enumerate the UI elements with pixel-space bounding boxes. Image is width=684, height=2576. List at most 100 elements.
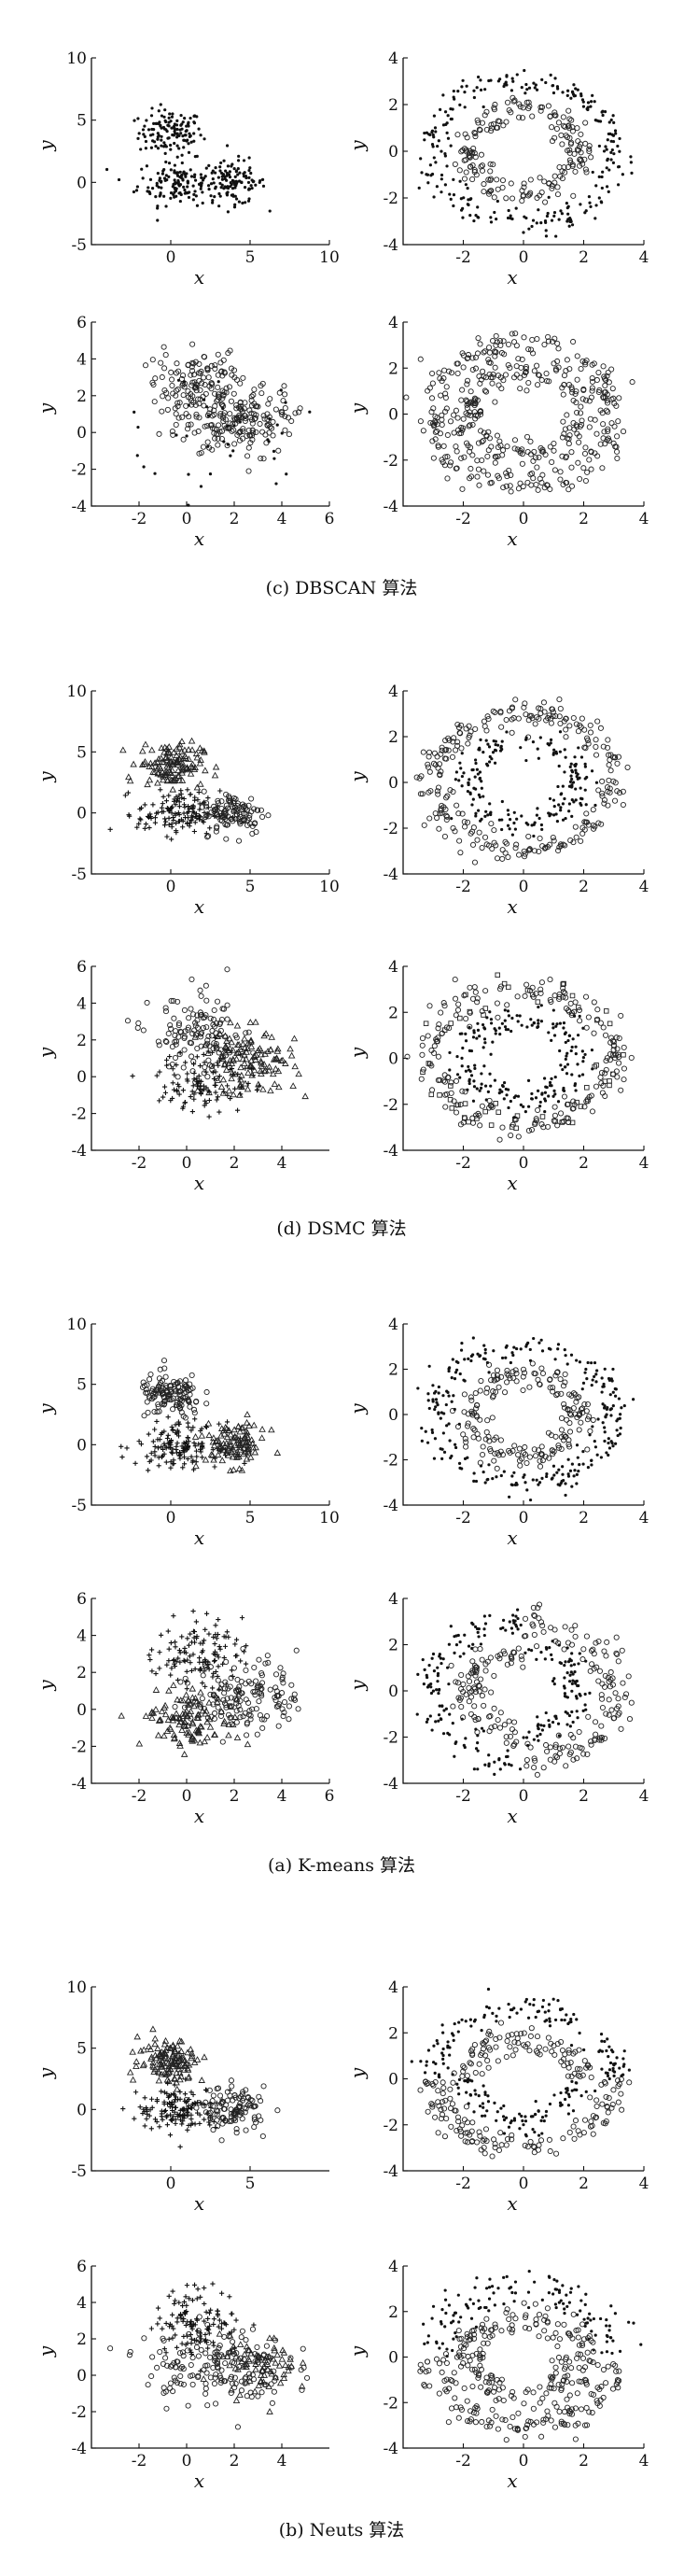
- y-tick-label: 4: [388, 314, 398, 332]
- point-dot: [431, 133, 435, 137]
- point-dot: [505, 1093, 509, 1097]
- point-circle: [494, 855, 501, 862]
- point-circle: [264, 1653, 271, 1659]
- point-dot: [523, 1110, 527, 1114]
- point-circle: [293, 1647, 300, 1654]
- point-circle: [475, 1435, 482, 1442]
- point-dot: [185, 129, 188, 133]
- point-dot: [464, 1039, 468, 1043]
- point-dot: [551, 83, 555, 88]
- point-dot: [609, 150, 613, 154]
- point-dot: [437, 1688, 441, 1692]
- point-dot: [427, 1663, 431, 1668]
- point-circle: [443, 405, 450, 412]
- point-dot: [566, 1038, 570, 1043]
- point-circle: [181, 1047, 188, 1053]
- point-dot: [426, 181, 430, 185]
- point-plus: [185, 1071, 190, 1077]
- point-circle: [190, 360, 197, 367]
- point-circle: [573, 721, 579, 727]
- point-circle: [464, 381, 470, 387]
- point-dot: [560, 212, 565, 216]
- point-circle: [578, 410, 584, 416]
- point-dot: [615, 1419, 619, 1423]
- point-circle: [621, 1065, 627, 1072]
- point-dot: [508, 818, 512, 822]
- point-circle: [164, 406, 171, 413]
- point-dot: [160, 114, 164, 118]
- y-tick-label: 2: [77, 1664, 87, 1682]
- point-dot: [237, 154, 241, 158]
- point-square: [607, 1021, 613, 1027]
- point-dot: [159, 103, 162, 106]
- point-circle: [534, 464, 540, 471]
- point-dot: [506, 809, 510, 812]
- point-circle: [486, 190, 493, 197]
- point-dot: [202, 176, 206, 180]
- point-circle: [269, 425, 275, 431]
- point-dot: [454, 770, 459, 774]
- y-tick-label: 2: [388, 1004, 398, 1022]
- point-dot: [603, 1367, 607, 1371]
- point-circle: [223, 1658, 230, 1665]
- point-circle: [510, 1374, 517, 1381]
- point-circle: [613, 443, 620, 450]
- point-plus: [154, 1418, 160, 1425]
- point-circle: [614, 433, 621, 440]
- point-plus: [157, 1069, 162, 1075]
- point-circle: [523, 1763, 530, 1769]
- point-dot: [455, 1054, 459, 1059]
- point-triangle: [231, 1713, 239, 1720]
- point-dot: [147, 186, 150, 190]
- point-dot: [161, 172, 164, 176]
- point-triangle: [233, 1021, 242, 1029]
- y-tick-label: -4: [71, 1775, 87, 1794]
- point-dot: [192, 175, 197, 179]
- point-circle: [459, 1088, 466, 1094]
- point-dot: [477, 748, 481, 752]
- point-dot: [554, 812, 558, 816]
- point-dot: [476, 205, 480, 209]
- point-dot: [503, 1008, 507, 1012]
- point-circle: [489, 380, 496, 387]
- point-circle: [189, 341, 196, 347]
- point-dot: [565, 1063, 570, 1066]
- point-circle: [511, 97, 518, 104]
- point-dot: [607, 1446, 612, 1450]
- point-plus: [181, 795, 187, 802]
- point-circle: [464, 377, 471, 384]
- point-circle: [240, 435, 246, 442]
- point-circle: [537, 835, 543, 841]
- point-circle: [486, 1361, 493, 1368]
- point-circle: [224, 1016, 230, 1022]
- point-triangle: [169, 785, 176, 793]
- point-dot: [434, 130, 438, 134]
- point-dot: [417, 186, 421, 190]
- point-dot: [483, 1351, 487, 1355]
- point-dot: [606, 159, 609, 162]
- point-circle: [531, 368, 537, 374]
- point-dot: [611, 1390, 615, 1394]
- point-dot: [244, 176, 248, 180]
- point-dot: [536, 1025, 539, 1029]
- point-dot: [468, 778, 471, 781]
- point-circle: [580, 465, 587, 472]
- point-dot: [559, 806, 563, 809]
- point-circle: [566, 157, 573, 163]
- point-dot: [575, 1358, 579, 1362]
- point-circle: [258, 455, 264, 462]
- point-circle: [472, 134, 479, 140]
- point-circle: [511, 339, 518, 345]
- point-dot: [556, 784, 560, 789]
- point-dot: [585, 1377, 589, 1381]
- point-circle: [566, 1429, 574, 1435]
- point-circle: [504, 443, 510, 450]
- point-circle: [248, 393, 255, 400]
- x-tick-label: 2: [579, 878, 589, 896]
- point-circle: [434, 428, 440, 434]
- point-circle: [547, 977, 553, 983]
- x-axis-label: x: [194, 895, 204, 918]
- point-triangle: [173, 752, 180, 758]
- point-dot: [524, 821, 528, 825]
